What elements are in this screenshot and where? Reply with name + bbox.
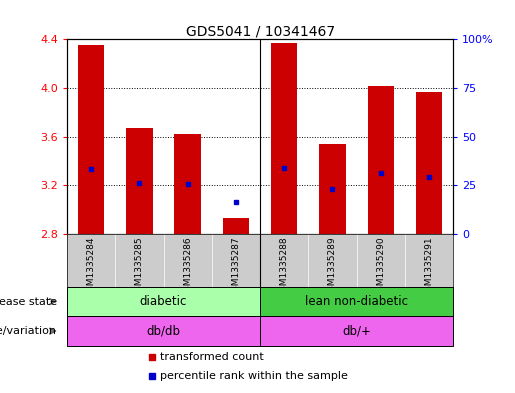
Text: db/+: db/+	[342, 325, 371, 338]
Bar	[368, 86, 394, 234]
Bar	[260, 316, 453, 346]
Text: GSM1335286: GSM1335286	[183, 237, 192, 297]
Bar	[78, 45, 105, 234]
Text: GSM1335290: GSM1335290	[376, 237, 385, 297]
Bar	[222, 218, 249, 234]
Bar	[271, 43, 298, 234]
Bar	[175, 134, 201, 234]
Text: GSM1335284: GSM1335284	[87, 237, 96, 297]
Text: diabetic: diabetic	[140, 295, 187, 308]
Text: GSM1335287: GSM1335287	[231, 237, 241, 297]
Text: GSM1335288: GSM1335288	[280, 237, 289, 297]
Text: transformed count: transformed count	[160, 352, 263, 362]
Text: genotype/variation: genotype/variation	[0, 326, 57, 336]
Text: GSM1335289: GSM1335289	[328, 237, 337, 297]
Text: percentile rank within the sample: percentile rank within the sample	[160, 371, 348, 382]
Text: GSM1335285: GSM1335285	[135, 237, 144, 297]
Text: disease state: disease state	[0, 297, 57, 307]
Text: db/db: db/db	[146, 325, 181, 338]
Bar	[260, 287, 453, 316]
Text: lean non-diabetic: lean non-diabetic	[305, 295, 408, 308]
Bar	[67, 287, 260, 316]
Title: GDS5041 / 10341467: GDS5041 / 10341467	[185, 24, 335, 38]
Bar	[67, 316, 260, 346]
Bar	[319, 144, 346, 234]
Bar	[416, 92, 442, 234]
Text: GSM1335291: GSM1335291	[424, 237, 434, 297]
Bar	[126, 128, 152, 234]
